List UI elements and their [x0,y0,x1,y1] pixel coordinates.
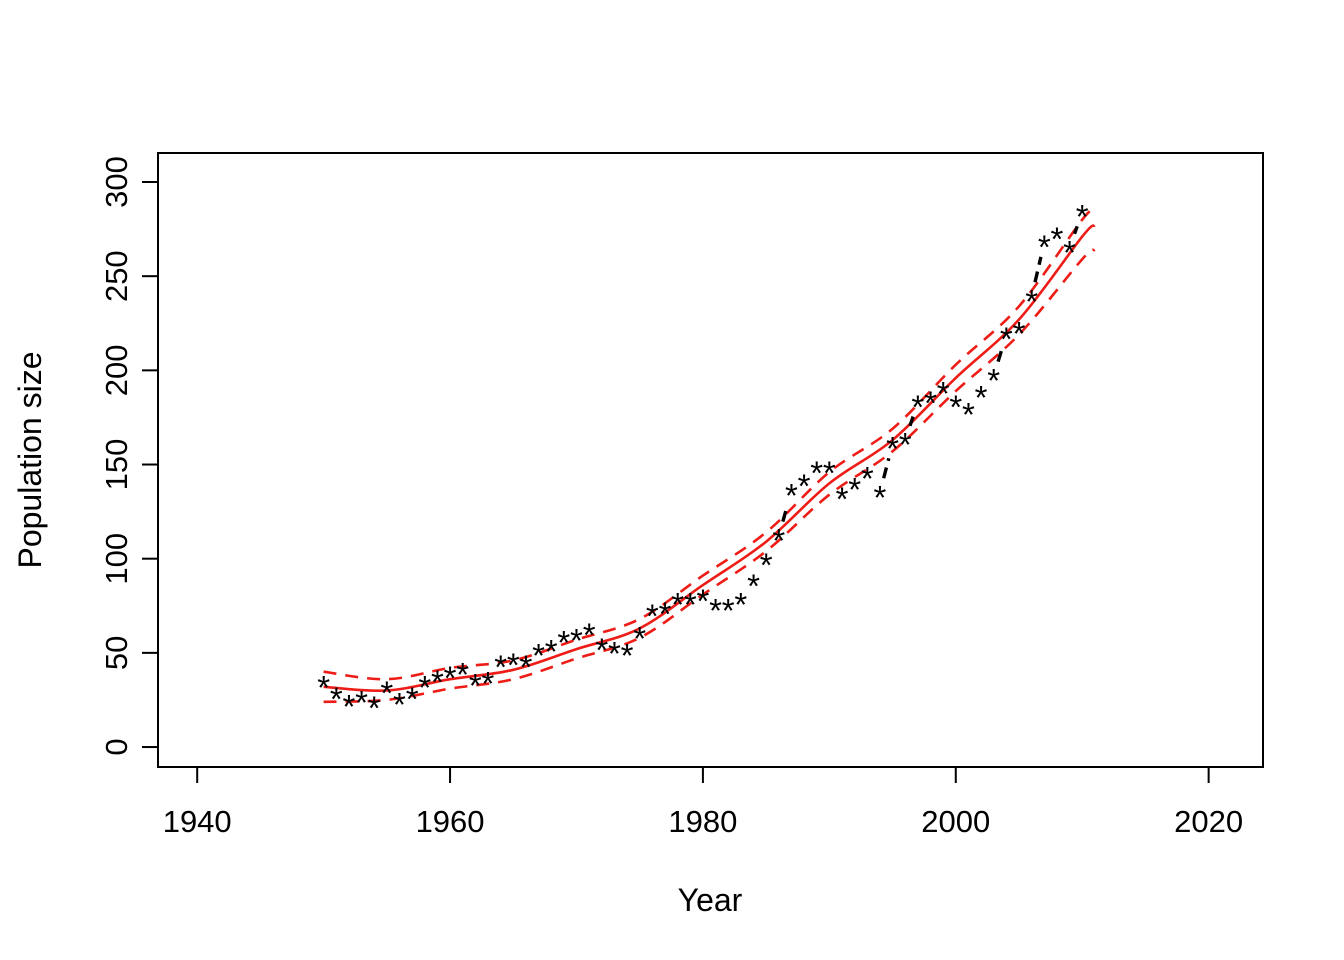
observed-point: * [1025,283,1038,320]
observed-point: * [937,375,950,412]
observed-point: * [646,597,659,634]
observed-point: * [760,547,773,584]
observed-point: * [772,522,785,559]
observed-point: * [1000,321,1013,358]
y-tick-label: 0 [99,738,134,755]
observed-point: * [848,471,861,508]
observed-point: * [330,680,343,717]
observed-point: * [1013,315,1026,352]
observed-point: * [949,388,962,425]
observed-point: * [696,582,709,619]
observed-point: * [494,648,507,685]
x-tick-label: 1940 [163,804,232,839]
y-tick-label: 100 [99,533,134,585]
observed-point: * [431,663,444,700]
observed-point: * [659,596,672,633]
y-tick-label: 250 [99,250,134,302]
observed-point: * [823,454,836,491]
x-axis-title: Year [678,882,743,918]
observed-point: * [747,567,760,604]
x-tick-label: 2000 [921,804,990,839]
observed-point: * [1038,228,1051,265]
observed-point: * [507,646,520,683]
observed-point: * [671,586,684,623]
observed-point: * [444,660,457,697]
observed-point: * [456,656,469,693]
observed-point: * [785,477,798,514]
observed-point: * [532,637,545,674]
observed-point: * [368,690,381,727]
y-tick-label: 50 [99,636,134,670]
observed-connector [882,457,891,479]
observed-point: * [583,616,596,653]
observed-connector [908,416,915,427]
observed-connector [1033,256,1043,283]
confidence-band-upper [323,208,1096,681]
observed-point: * [621,637,634,674]
x-tick-label: 1960 [416,804,485,839]
observed-point: * [406,680,419,717]
observed-point: * [1076,198,1089,235]
observed-connector [781,504,790,523]
observed-point: * [962,396,975,433]
observed-point: * [317,669,330,706]
observed-point: * [380,675,393,712]
observed-point: * [684,586,697,623]
observed-point: * [519,648,532,685]
observed-point: * [1050,221,1063,258]
fit-line [323,224,1096,693]
observed-point: * [418,669,431,706]
observed-point: * [836,481,849,518]
observed-point: * [873,479,886,516]
y-axis-title: Population size [12,351,48,568]
observed-point: * [570,622,583,659]
observed-point: * [722,592,735,629]
observed-point: * [633,620,646,657]
observed-point: * [886,430,899,467]
observed-point: * [987,362,1000,399]
observed-point: * [469,667,482,704]
observed-point: * [355,684,368,721]
observed-point: * [393,686,406,723]
observed-point: * [798,467,811,504]
observed-point: * [545,633,558,670]
observed-point: * [1063,234,1076,271]
observed-point: * [924,385,937,422]
x-tick-label: 1980 [668,804,737,839]
observed-point: * [734,586,747,623]
observed-point: * [557,624,570,661]
observed-point: * [911,388,924,425]
plot-border [157,152,1264,768]
observed-point: * [810,454,823,491]
y-tick-label: 300 [99,156,134,208]
observed-point: * [482,665,495,702]
observed-point: * [861,460,874,497]
observed-point: * [342,688,355,725]
observed-connector [1072,225,1079,235]
observed-point: * [975,379,988,416]
observed-point: * [899,426,912,463]
x-tick-label: 2020 [1174,804,1243,839]
confidence-band-lower [323,248,1096,704]
observed-point: * [608,635,621,672]
observed-point: * [595,631,608,668]
y-tick-label: 150 [99,439,134,491]
y-tick-label: 200 [99,344,134,396]
observed-connector [996,348,1004,363]
observed-point: * [709,592,722,629]
